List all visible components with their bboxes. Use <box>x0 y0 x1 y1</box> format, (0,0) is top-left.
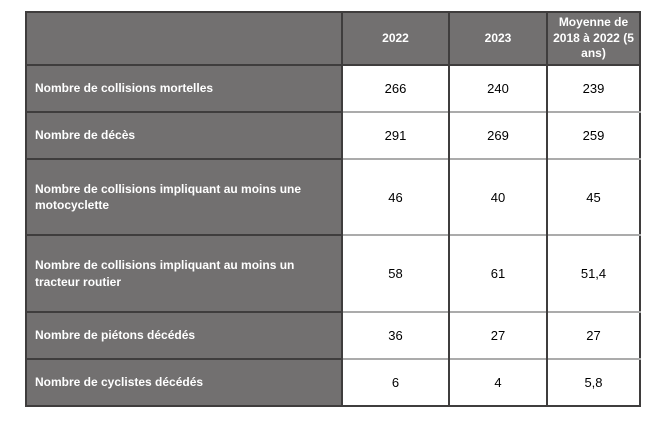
table-row: Nombre de cyclistes décédés 6 4 5,8 <box>26 357 640 406</box>
cell-value: 27 <box>448 310 547 359</box>
row-label: Nombre de piétons décédés <box>26 310 342 359</box>
column-header-2022: 2022 <box>341 12 449 66</box>
cell-value: 4 <box>448 357 547 406</box>
cell-value: 27 <box>546 310 640 359</box>
cell-value: 40 <box>448 158 547 236</box>
cell-value: 240 <box>448 63 547 112</box>
cell-value: 5,8 <box>546 357 640 406</box>
column-header-average: Moyenne de 2018 à 2022 (5 ans) <box>546 12 640 66</box>
table-row: Nombre de piétons décédés 36 27 27 <box>26 310 640 359</box>
cell-value: 291 <box>341 110 449 160</box>
cell-value: 51,4 <box>546 234 640 312</box>
cell-value: 36 <box>341 310 449 359</box>
cell-value: 259 <box>546 110 640 160</box>
table-row: Nombre de collisions impliquant au moins… <box>26 234 640 312</box>
row-label: Nombre de décès <box>26 110 342 160</box>
row-label: Nombre de cyclistes décédés <box>26 357 342 406</box>
collision-statistics-table: 2022 2023 Moyenne de 2018 à 2022 (5 ans)… <box>25 11 641 407</box>
row-label: Nombre de collisions impliquant au moins… <box>26 234 342 312</box>
header-row: 2022 2023 Moyenne de 2018 à 2022 (5 ans) <box>26 12 640 66</box>
cell-value: 45 <box>546 158 640 236</box>
cell-value: 266 <box>341 63 449 112</box>
cell-value: 58 <box>341 234 449 312</box>
table-row: Nombre de décès 291 269 259 <box>26 110 640 160</box>
cell-value: 269 <box>448 110 547 160</box>
row-label: Nombre de collisions impliquant au moins… <box>26 158 342 236</box>
cell-value: 6 <box>341 357 449 406</box>
cell-value: 61 <box>448 234 547 312</box>
column-header-2023: 2023 <box>448 12 547 66</box>
corner-cell <box>26 12 342 66</box>
cell-value: 46 <box>341 158 449 236</box>
table-row: Nombre de collisions mortelles 266 240 2… <box>26 63 640 112</box>
table-row: Nombre de collisions impliquant au moins… <box>26 158 640 236</box>
cell-value: 239 <box>546 63 640 112</box>
row-label: Nombre de collisions mortelles <box>26 63 342 112</box>
